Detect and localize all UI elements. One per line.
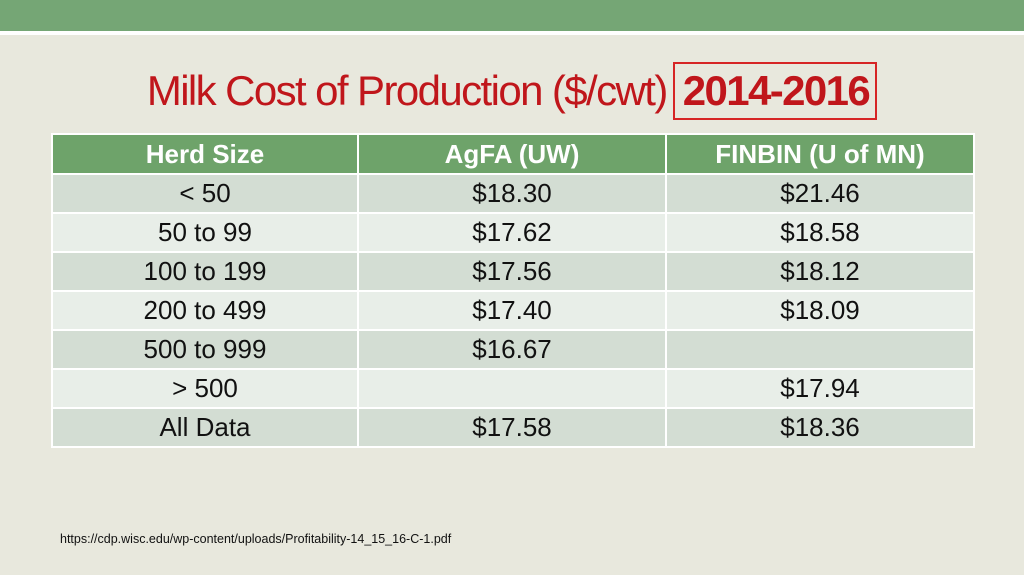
cell-herd-size: > 500 (51, 368, 359, 409)
slide-title-main: Milk Cost of Production ($/cwt) (146, 67, 669, 114)
cell-agfa: $17.62 (357, 212, 667, 253)
cell-agfa (357, 368, 667, 409)
cell-herd-size: 500 to 999 (51, 329, 359, 370)
cell-agfa: $16.67 (357, 329, 667, 370)
header-divider (0, 31, 1024, 35)
cell-finbin: $18.58 (665, 212, 975, 253)
header-herd-size: Herd Size (51, 133, 359, 175)
cell-finbin: $18.12 (665, 251, 975, 292)
cell-herd-size: All Data (51, 407, 359, 448)
header-agfa: AgFA (UW) (357, 133, 667, 175)
header-finbin: FINBIN (U of MN) (665, 133, 975, 175)
cost-table: Herd Size AgFA (UW) FINBIN (U of MN) < 5… (51, 133, 975, 448)
cell-herd-size: 200 to 499 (51, 290, 359, 331)
cell-agfa: $17.58 (357, 407, 667, 448)
source-link[interactable]: https://cdp.wisc.edu/wp-content/uploads/… (60, 532, 452, 546)
table-row: > 500 $17.94 (51, 368, 975, 409)
cell-herd-size: 50 to 99 (51, 212, 359, 253)
slide-title: Milk Cost of Production ($/cwt) 2014-2016 (0, 62, 1024, 120)
slide-title-year-box: 2014-2016 (672, 62, 878, 120)
table-header-row: Herd Size AgFA (UW) FINBIN (U of MN) (51, 133, 975, 175)
cell-finbin: $18.09 (665, 290, 975, 331)
cell-agfa: $18.30 (357, 173, 667, 214)
table-row: All Data $17.58 $18.36 (51, 407, 975, 448)
table-row: 200 to 499 $17.40 $18.09 (51, 290, 975, 331)
cell-agfa: $17.40 (357, 290, 667, 331)
cell-finbin: $17.94 (665, 368, 975, 409)
header-bar (0, 0, 1024, 31)
table-row: 500 to 999 $16.67 (51, 329, 975, 370)
cell-finbin (665, 329, 975, 370)
table-row: < 50 $18.30 $21.46 (51, 173, 975, 214)
cell-herd-size: 100 to 199 (51, 251, 359, 292)
table-row: 50 to 99 $17.62 $18.58 (51, 212, 975, 253)
table-row: 100 to 199 $17.56 $18.12 (51, 251, 975, 292)
cell-finbin: $21.46 (665, 173, 975, 214)
cell-agfa: $17.56 (357, 251, 667, 292)
cell-herd-size: < 50 (51, 173, 359, 214)
cell-finbin: $18.36 (665, 407, 975, 448)
